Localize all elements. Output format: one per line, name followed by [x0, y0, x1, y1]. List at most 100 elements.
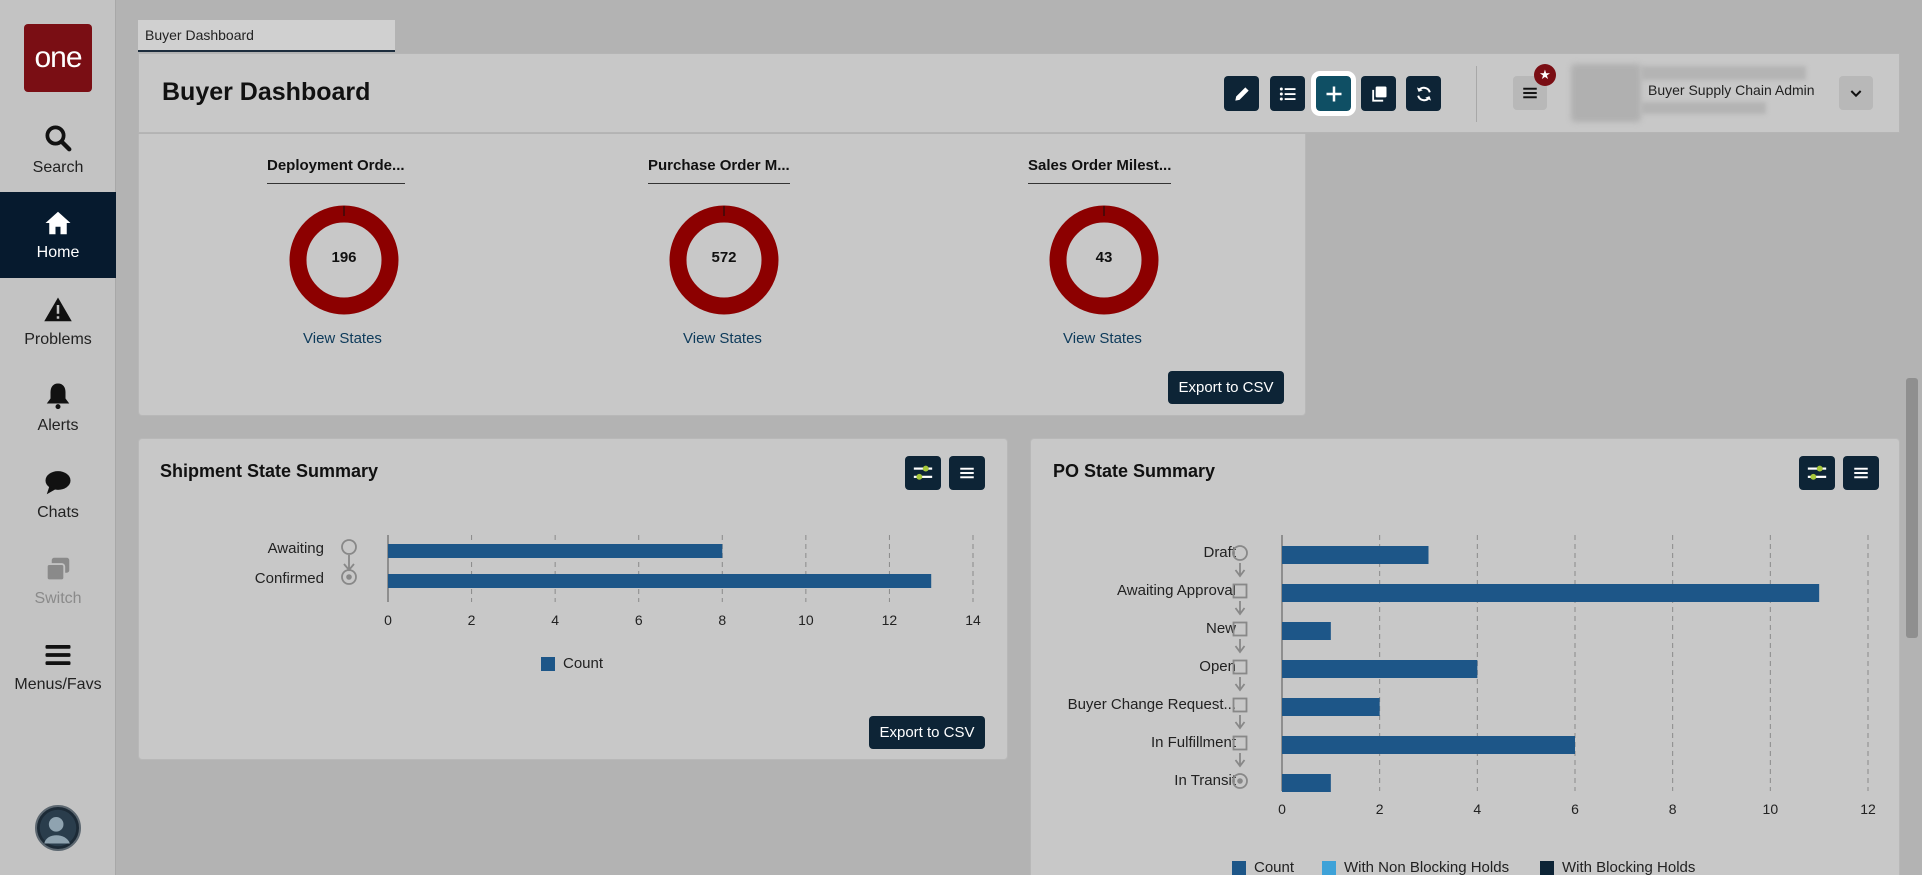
- donut-purchase[interactable]: [666, 202, 782, 318]
- widget-title-sales: Sales Order Milest...: [1028, 157, 1172, 184]
- nav-item-chats[interactable]: Chats: [0, 452, 116, 538]
- add-icon: [1326, 86, 1341, 101]
- legend-label: Count: [563, 655, 604, 672]
- menu-icon: [45, 645, 71, 665]
- arrow-down-icon: [1234, 715, 1246, 730]
- po-legend-count[interactable]: Count: [1232, 859, 1294, 875]
- arrow-down-icon: [1234, 753, 1246, 768]
- refresh-icon: [1416, 86, 1431, 101]
- shipment-state-flow: [341, 539, 357, 585]
- shipment-state-panel: Shipment State Summary Awaiting Confirme…: [138, 438, 1008, 760]
- donut-sales[interactable]: [1046, 202, 1162, 318]
- widget-value-purchase: 572: [711, 249, 737, 266]
- page-scrollbar[interactable]: [1906, 378, 1918, 638]
- copy-icon: [1371, 86, 1386, 102]
- home-icon: [45, 211, 71, 235]
- add-button[interactable]: [1311, 71, 1356, 116]
- po-legend-non-blocking[interactable]: With Non Blocking Holds: [1322, 859, 1509, 875]
- hamburger-icon: [1854, 467, 1868, 479]
- export-csv-button-milestones[interactable]: Export to CSV: [1168, 371, 1284, 404]
- po-category-label: Awaiting Approval: [1117, 582, 1236, 599]
- legend-swatch: [1322, 860, 1336, 875]
- po-tick-label: 2: [1376, 801, 1384, 817]
- user-role-name: Buyer Supply Chain Admin: [1648, 82, 1815, 98]
- legend-swatch: [1232, 860, 1246, 875]
- shipment-panel-title: Shipment State Summary: [160, 461, 379, 481]
- po-tick-label: 0: [1278, 801, 1286, 817]
- legend-swatch: [1540, 860, 1554, 875]
- shipment-menu-button[interactable]: [949, 456, 985, 490]
- nav-item-home[interactable]: Home: [0, 192, 116, 278]
- widget-title-purchase: Purchase Order M...: [648, 157, 790, 184]
- shipment-tick-label: 4: [551, 612, 559, 628]
- nav-item-switch[interactable]: Switch: [0, 538, 116, 624]
- po-bar: [1282, 584, 1820, 602]
- copy-button[interactable]: [1361, 76, 1396, 111]
- view-states-link-sales[interactable]: View States: [1063, 330, 1142, 347]
- po-state-panel: PO State Summary Draft Awaiting Approval…: [1030, 438, 1900, 875]
- state-square-icon: [1232, 697, 1248, 713]
- list-button[interactable]: [1270, 76, 1305, 111]
- po-legend-blocking[interactable]: With Blocking Holds: [1540, 859, 1695, 875]
- star-icon: ★: [1534, 64, 1556, 86]
- nav-item-alerts[interactable]: Alerts: [0, 365, 116, 451]
- arrow-down-icon: [1234, 639, 1246, 654]
- edit-button[interactable]: [1224, 76, 1259, 111]
- nav-label-switch: Switch: [34, 590, 82, 607]
- nav-label-menus-favs: Menus/Favs: [14, 676, 102, 693]
- arrow-down-icon: [1234, 677, 1246, 692]
- po-state-flow: [1232, 545, 1248, 789]
- po-category-label: In Transit: [1174, 772, 1236, 789]
- po-bar: [1282, 622, 1331, 640]
- legend-label: With Non Blocking Holds: [1344, 859, 1510, 875]
- po-menu-button[interactable]: [1843, 456, 1879, 490]
- nav-label-search: Search: [32, 159, 84, 176]
- po-tick-label: 12: [1860, 801, 1876, 817]
- po-tick-label: 10: [1763, 801, 1779, 817]
- shipment-category-label: Confirmed: [254, 570, 324, 587]
- po-category-label: Draft: [1203, 544, 1236, 561]
- warning-icon: [44, 297, 72, 322]
- sliders-icon: [1807, 465, 1827, 480]
- app-logo[interactable]: one: [24, 24, 92, 92]
- widget-value-deployment: 196: [331, 249, 357, 266]
- state-square-icon: [1232, 621, 1248, 637]
- nav-label-home: Home: [36, 244, 80, 261]
- shipment-legend-count[interactable]: Count: [541, 655, 603, 672]
- state-current-circle-icon: [341, 569, 357, 585]
- arrow-down-icon: [1234, 601, 1246, 616]
- nav-item-menus-favs[interactable]: Menus/Favs: [0, 624, 116, 710]
- user-menu-dropdown[interactable]: [1839, 76, 1873, 110]
- user-detail-blurred: [1641, 102, 1766, 114]
- shipment-filter-button[interactable]: [905, 456, 941, 490]
- view-states-link-deployment[interactable]: View States: [303, 330, 382, 347]
- shipment-tick-label: 0: [384, 612, 392, 628]
- widget-title-deployment: Deployment Orde...: [267, 157, 405, 184]
- po-filter-button[interactable]: [1799, 456, 1835, 490]
- po-bar: [1282, 736, 1575, 754]
- donut-deployment[interactable]: [286, 202, 402, 318]
- view-states-link-purchase[interactable]: View States: [683, 330, 762, 347]
- sliders-icon: [913, 465, 933, 480]
- user-org-blurred: [1641, 66, 1806, 80]
- po-category-label: Buyer Change Request...: [1067, 696, 1236, 713]
- export-csv-button-shipment[interactable]: Export to CSV: [869, 716, 985, 749]
- nav-item-problems[interactable]: Problems: [0, 279, 116, 365]
- shipment-chart: 0 2 4 6 8 10 12 14: [384, 535, 981, 628]
- tab-buyer-dashboard[interactable]: Buyer Dashboard: [138, 20, 395, 52]
- user-avatar[interactable]: [35, 805, 81, 851]
- po-category-label: In Fulfillment: [1150, 734, 1236, 751]
- refresh-button[interactable]: [1406, 76, 1441, 111]
- shipment-tick-label: 2: [468, 612, 476, 628]
- po-category-label: Open: [1199, 658, 1236, 675]
- state-square-icon: [1232, 735, 1248, 751]
- po-chart: 0 2 4 6 8 10 12: [1278, 535, 1876, 817]
- nav-item-search[interactable]: Search: [0, 107, 116, 193]
- switch-icon: [45, 557, 70, 582]
- chevron-down-icon: [1850, 90, 1862, 98]
- nav-label-problems: Problems: [24, 331, 92, 348]
- milestones-panel: Deployment Orde... 196 View States Purch…: [138, 134, 1306, 416]
- po-category-label: New: [1205, 620, 1236, 637]
- po-bar: [1282, 546, 1429, 564]
- shipment-category-label: Awaiting: [267, 540, 324, 557]
